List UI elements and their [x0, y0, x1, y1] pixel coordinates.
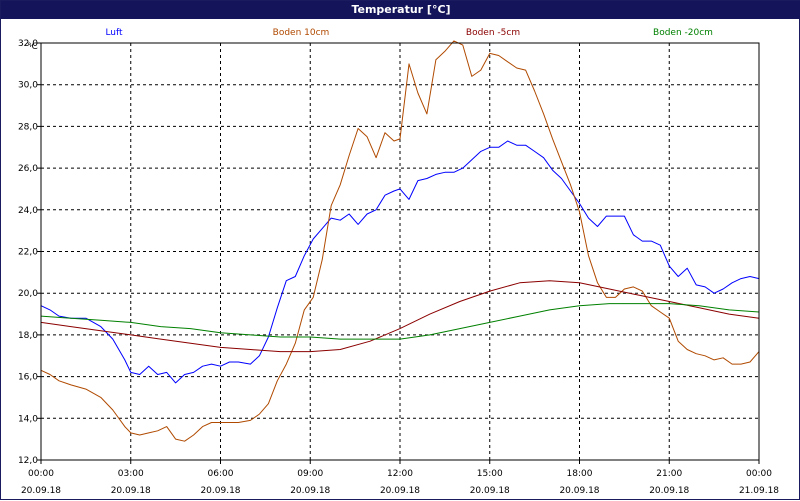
y-tick-label: 32,0 [18, 39, 38, 49]
x-tick-time-label: 00:00 [28, 469, 54, 479]
legend-entry: Boden 10cm [273, 28, 330, 38]
y-tick-label: 18,0 [18, 331, 38, 341]
y-tick-label: 20,0 [18, 289, 38, 299]
x-tick-date-label: 20.09.18 [470, 486, 510, 496]
y-tick-label: 14,0 [18, 414, 38, 424]
x-tick-time-label: 15:00 [477, 469, 503, 479]
x-tick-date-label: 20.09.18 [559, 486, 599, 496]
x-tick-date-label: 20.09.18 [111, 486, 151, 496]
legend-entry: Boden -5cm [466, 28, 520, 38]
series-line-4 [40, 303, 760, 340]
legend: Luft Boden 10cm Boden -5cm Boden -20cm [105, 28, 713, 38]
plot-frame [40, 42, 760, 461]
y-tick-label: 28,0 [18, 122, 38, 132]
legend-entry: Luft [105, 28, 123, 38]
y-axis-unit-label: °C [27, 42, 38, 52]
x-tick-time-label: 21:00 [656, 469, 682, 479]
x-tick-date-label: 20.09.18 [200, 486, 240, 496]
x-tick-time-label: 06:00 [208, 469, 234, 479]
x-tick-date-label: 20.09.18 [290, 486, 330, 496]
x-tick-time-label: 00:00 [746, 469, 772, 479]
x-tick-time-label: 18:00 [567, 469, 593, 479]
y-tick-label: 26,0 [18, 164, 38, 174]
x-tick-time-label: 03:00 [118, 469, 144, 479]
series-line-3 [40, 280, 760, 353]
y-tick-label: 16,0 [18, 373, 38, 383]
series-lines [40, 40, 760, 442]
x-tick-time-label: 12:00 [387, 469, 413, 479]
grid-lines [41, 43, 759, 460]
x-tick-date-label: 20.09.18 [21, 486, 61, 496]
x-tick-date-label: 20.09.18 [649, 486, 689, 496]
axes: 12,0 14,0 16,0 18,0 20,0 22,0 24,0 26,0 28,0 30,0… [18, 39, 779, 496]
y-tick-label: 22,0 [18, 248, 38, 258]
y-tick-label: 24,0 [18, 206, 38, 216]
x-tick-date-label: 20.09.18 [380, 486, 420, 496]
series-line-2 [40, 40, 760, 442]
plot-area [41, 43, 759, 460]
x-tick-time-label: 09:00 [297, 469, 323, 479]
y-tick-label: 30,0 [18, 81, 38, 91]
x-tick-date-label: 21.09.18 [739, 486, 779, 496]
y-tick-label: 12,0 [18, 456, 38, 466]
series-line-1 [40, 140, 760, 384]
chart-title: Temperatur [°C] [1, 1, 800, 19]
legend-entry: Boden -20cm [653, 28, 713, 38]
